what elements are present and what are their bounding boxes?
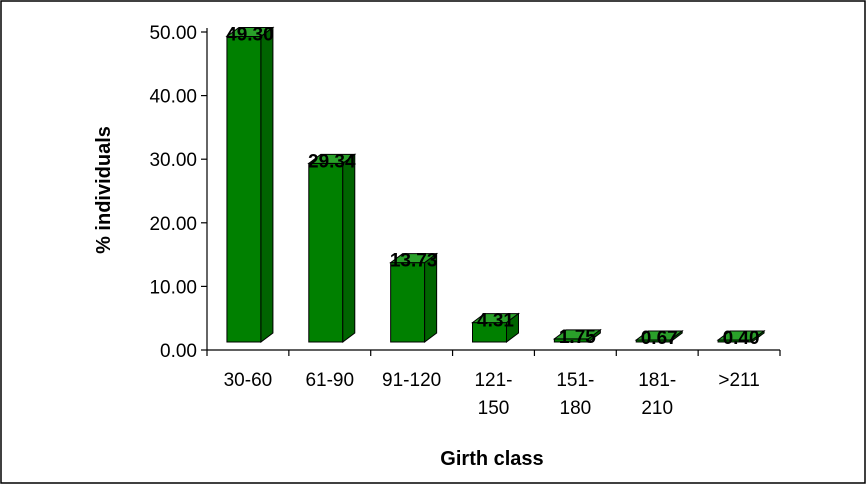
bar-front [390,262,426,343]
bar-side [506,312,519,343]
bar-side [751,330,765,343]
bar-value-label: 4.31 [477,311,514,332]
bar-side [342,153,356,343]
bar-side [260,26,274,343]
x-axis-title: Girth class [440,448,543,470]
bar-front [226,35,262,343]
x-category-label: 151- [556,370,594,391]
bar-value-label: 0.40 [723,328,760,349]
x-category-label: 61-90 [305,370,354,391]
bar-value-label: 0.67 [641,328,678,349]
y-tick-label: 50.00 [149,23,197,44]
bar-side [587,328,601,343]
bar-side [669,330,683,343]
bar-front [308,162,344,343]
x-category-label: 30-60 [224,370,273,391]
y-tick-label: 0.00 [160,341,197,362]
bar-value-label: 13.73 [390,251,438,272]
x-category-label: 181- [638,370,676,391]
bars-layer [225,26,766,343]
y-tick-label: 40.00 [149,87,197,108]
x-category-label: 91-120 [382,370,441,391]
bar-value-label: 49.30 [226,24,274,45]
x-category-label: 121- [474,370,512,391]
y-tick-label: 20.00 [149,214,197,235]
y-tick-label: 10.00 [149,277,197,298]
y-axis-title: % individuals [93,126,115,254]
x-category-label: >211 [718,370,759,391]
bar-value-label: 29.34 [308,151,356,172]
bar-value-label: 1.75 [559,327,596,348]
x-category-label: 210 [641,398,673,419]
axes-layer: 0.00 10.00 20.00 30.00 40.00 50.00 [149,23,781,362]
labels-layer: 49.30 30-60 29.34 61-90 13.73 91-120 4.31 121- 1… [224,24,760,419]
x-category-label: 150 [478,398,510,419]
bar-side [424,252,438,343]
y-tick-label: 30.00 [149,150,197,171]
x-category-label: 180 [560,398,592,419]
